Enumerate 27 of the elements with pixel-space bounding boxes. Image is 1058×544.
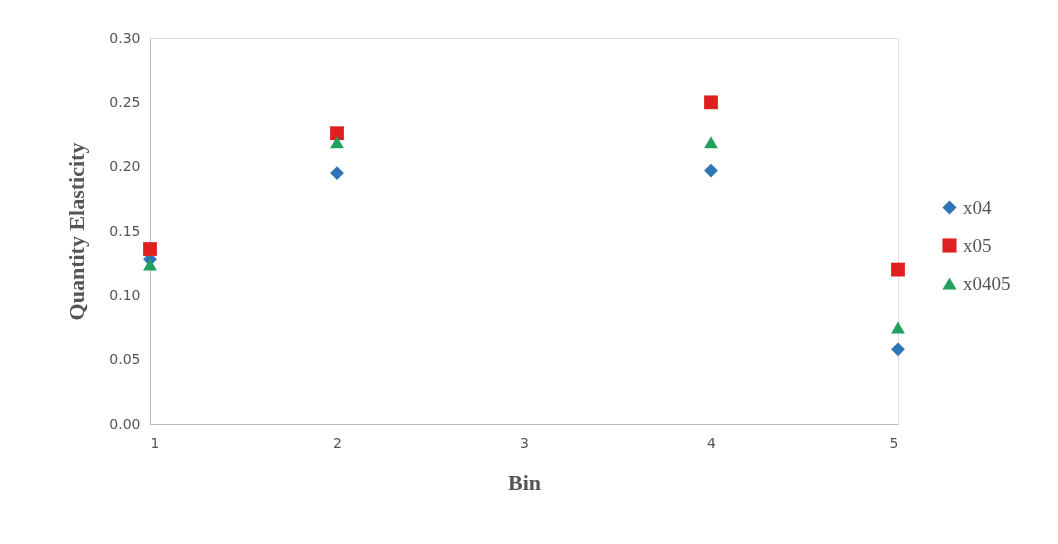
point — [330, 136, 344, 149]
x-tick-label: 1 — [150, 434, 160, 451]
point — [891, 262, 905, 277]
point — [704, 95, 718, 110]
y-tick-label: 0.30 — [109, 29, 141, 46]
legend-label: x05 — [963, 234, 992, 256]
y-tick-label: 0.25 — [109, 93, 141, 110]
point — [143, 258, 157, 271]
x-tick-label: 5 — [889, 434, 899, 451]
y-axis-title: Quantity Elasticity — [64, 142, 90, 321]
point — [891, 321, 905, 334]
point — [143, 242, 157, 256]
x-tick-label: 3 — [520, 434, 529, 451]
point — [704, 163, 718, 178]
point — [704, 136, 718, 149]
point — [330, 126, 344, 141]
y-tick-label: 0.15 — [109, 222, 141, 239]
point — [891, 342, 905, 357]
y-tick-label: 0.05 — [109, 351, 141, 368]
legend-label: x0405 — [963, 272, 1011, 294]
x-tick-label: 2 — [333, 434, 342, 451]
x-axis-title: Bin — [507, 469, 542, 495]
y-tick-label: 0.00 — [109, 415, 141, 432]
x-tick-label: 4 — [707, 434, 717, 451]
legend-label: x04 — [963, 196, 992, 218]
y-tick-label: 0.10 — [109, 286, 141, 303]
y-tick-label: 0.20 — [109, 158, 141, 175]
